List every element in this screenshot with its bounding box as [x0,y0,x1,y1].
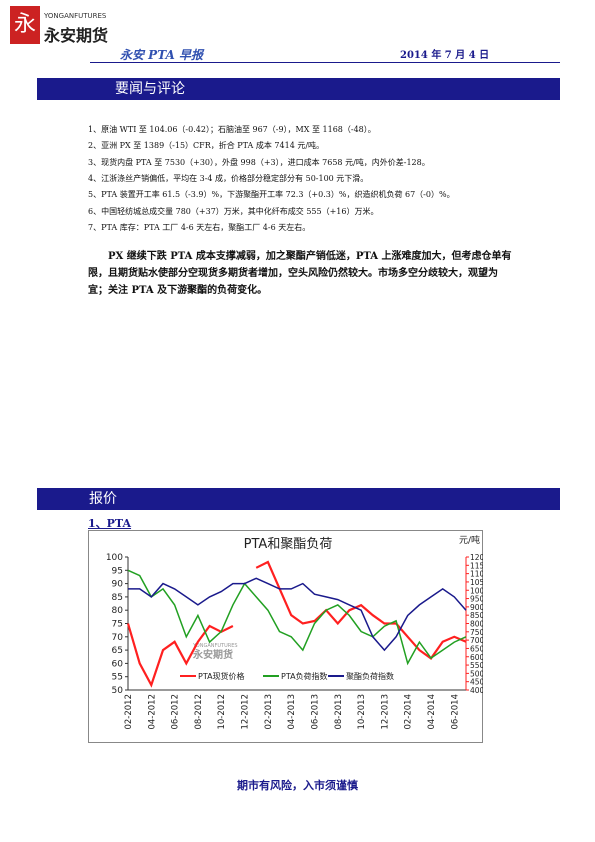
y-tick-label: 85 [112,593,123,603]
chart: PTA和聚酯负荷 元/吨 永安期货 YONGANFUTURES 50 55 60 65… [88,530,483,743]
y2-tick-label: 6000 [470,653,483,662]
y-tick-label: 50 [112,686,124,696]
y-tick-label: 80 [112,606,124,616]
watermark-en: YONGANFUTURES [192,643,238,649]
news-item: 4、江浙涤丝产销偏低，平均在 3-4 成，价格部分稳定部分有 50-100 元下… [88,173,369,183]
logo-mark: 永 [10,6,40,44]
x-tick-label: 08-2012 [194,694,204,730]
y2-tick-label: 6500 [470,644,483,653]
x-tick-label: 12-2013 [380,694,390,730]
chart-frame [88,530,483,743]
y2-tick-label: 8000 [470,620,483,629]
news-item: 6、中国轻纺城总成交量 780（+37）万米，其中化纤布成交 555（+16）万… [88,206,379,216]
x-tick-label: 10-2012 [217,694,227,730]
x-tick-label: 02-2013 [264,694,274,730]
y2-tick-label: 9000 [470,603,483,612]
watermark: 永安期货 [192,648,233,661]
y2-tick-label: 5000 [470,669,483,678]
x-tick-label: 02-2014 [404,694,414,730]
report-title: 永安 PTA 早报 [120,48,203,62]
y-tick-label: 55 [112,673,123,683]
y2-unit: 元/吨 [459,534,480,546]
y2-tick-label: 11000 [470,570,483,579]
x-tick-label: 06-2013 [310,694,320,730]
header-rule [90,62,560,63]
y-tick-label: 65 [112,646,123,656]
section-title: 报价 [89,491,117,507]
y-tick-label: 60 [112,659,124,669]
y2-tick-label: 11500 [470,561,483,570]
y2-tick-label: 10000 [470,586,483,595]
x-tick-label: 04-2014 [427,694,437,730]
x-tick-label: 12-2012 [241,694,251,730]
section-title: 要闻与评论 [115,81,185,97]
news-item: 3、现货内盘 PTA 至 7530（+30），外盘 998（+3），进口成本 7… [88,157,430,167]
y2-tick-label: 7500 [470,628,483,637]
y2-tick-label: 10500 [470,578,483,587]
subsection-title: 1、PTA [88,517,132,530]
legend-label: PTA负荷指数 [281,671,328,681]
news-item: 2、亚洲 PX 至 1389（-15）CFR，折合 PTA 成本 7414 元/… [88,141,325,151]
y-tick-label: 70 [112,633,124,643]
y2-tick-label: 12000 [470,553,483,562]
logo-en: YONGANFUTURES [44,12,107,20]
logo-cn: 永安期货 [44,26,109,45]
series-line [128,577,467,652]
legend-label: 聚酯负荷指数 [346,671,394,681]
x-tick-label: 04-2013 [287,694,297,730]
x-tick-label: 10-2013 [357,694,367,730]
news-item: 1、原油 WTI 至 104.06（-0.42）；石脑油至 967（-9），MX… [88,125,376,134]
y-tick-label: 100 [106,553,123,563]
y2-tick-label: 4000 [470,686,483,695]
series-line [127,569,467,666]
y-tick-label: 90 [112,580,124,590]
y2-tick-label: 7000 [470,636,483,645]
news-item: 5、PTA 装置开工率 61.5（-3.9）%，下游聚酯开工率 72.3（+0.… [88,190,455,200]
x-tick-label: 04-2012 [147,694,157,730]
x-tick-label: 06-2012 [171,694,181,730]
legend-label: PTA现货价格 [198,671,245,681]
x-tick-label: 08-2013 [334,694,344,730]
y-tick-label: 95 [112,566,123,576]
chart-title: PTA和聚酯负荷 [244,537,333,552]
news-item: 7、PTA 库存：PTA 工厂 4-6 天左右，聚酯工厂 4-6 天左右。 [88,222,311,232]
y2-tick-label: 8500 [470,611,483,620]
footer: 期市有风险，入市须谨慎 [237,779,358,792]
x-tick-label: 02-2012 [124,694,134,730]
y-tick-label: 75 [112,620,123,630]
x-tick-label: 06-2014 [450,694,460,730]
report-date: 2014 年 7 月 4 日 [400,50,490,61]
section-bar: 要闻与评论 [37,78,560,100]
y2-tick-label: 4500 [470,678,483,687]
y2-tick-label: 5500 [470,661,483,670]
comment: PX 继续下跌 PTA 成本支撑减弱，加之聚酯产销低迷，PTA 上涨难度加大，但… [88,251,512,296]
y2-tick-label: 9500 [470,595,483,604]
